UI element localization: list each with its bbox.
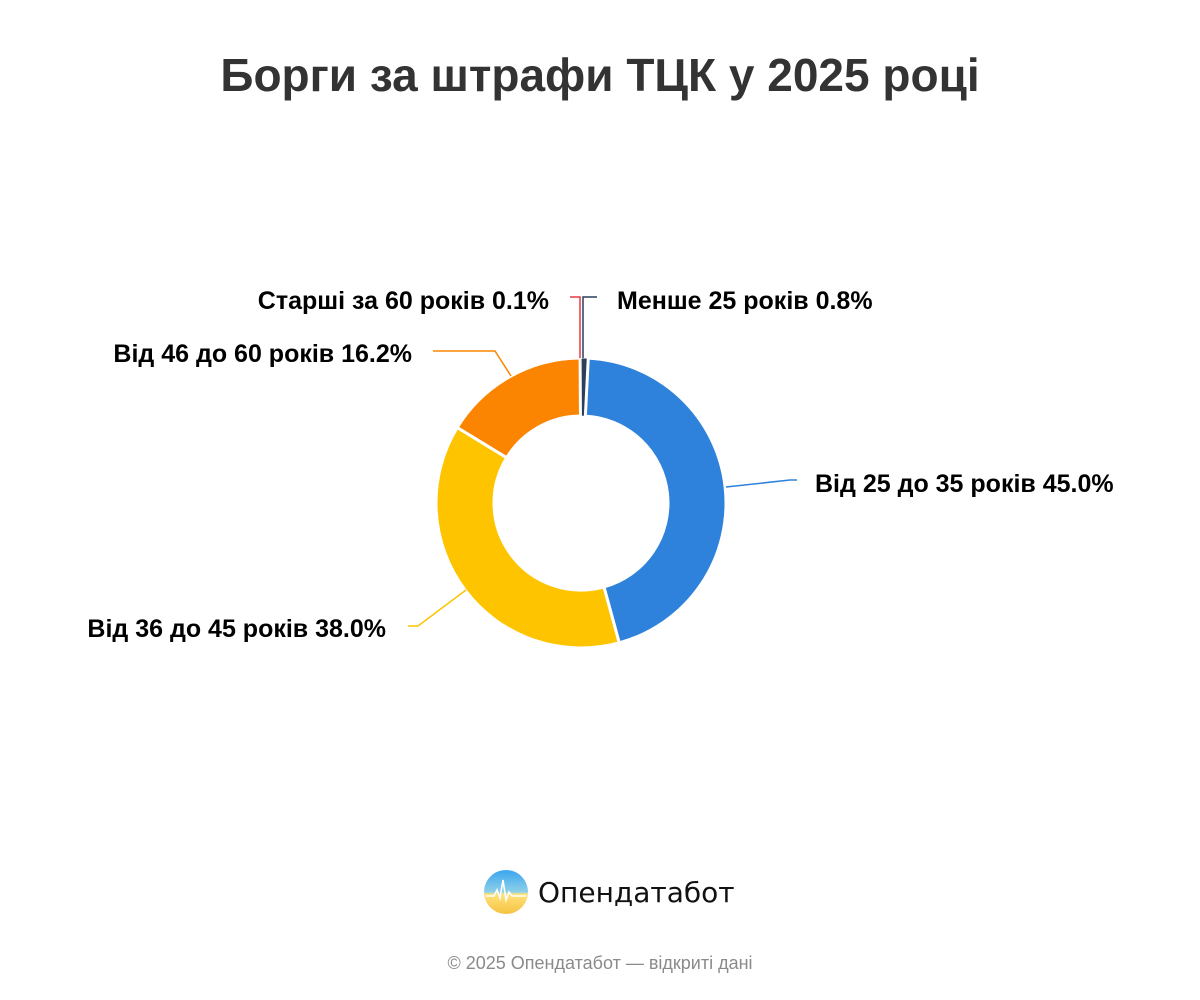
data-label-4: Старші за 60 років 0.1% — [258, 287, 549, 315]
slice-4[interactable] — [579, 357, 582, 417]
data-label-1: Від 25 до 35 років 45.0% — [815, 470, 1114, 498]
brand-name: Опендатабот — [538, 875, 735, 909]
chart-title: Борги за штрафи ТЦК у 2025 році — [220, 49, 980, 101]
footer-copyright: © 2025 Опендатабот — відкриті дані — [447, 953, 753, 973]
leader-line-4 — [570, 296, 581, 358]
opendatabot-logo-icon — [484, 870, 528, 914]
leader-line-0 — [582, 296, 597, 358]
leader-line-3 — [433, 350, 512, 377]
slice-2[interactable] — [434, 426, 621, 650]
data-label-2: Від 36 до 45 років 38.0% — [87, 615, 386, 643]
data-label-3: Від 46 до 60 років 16.2% — [113, 340, 412, 368]
slice-1[interactable] — [583, 356, 728, 645]
leader-line-1 — [725, 479, 797, 488]
brand-logo[interactable]: Опендатабот — [484, 870, 735, 914]
leader-line-2 — [408, 589, 467, 627]
data-label-0: Менше 25 років 0.8% — [617, 287, 873, 315]
